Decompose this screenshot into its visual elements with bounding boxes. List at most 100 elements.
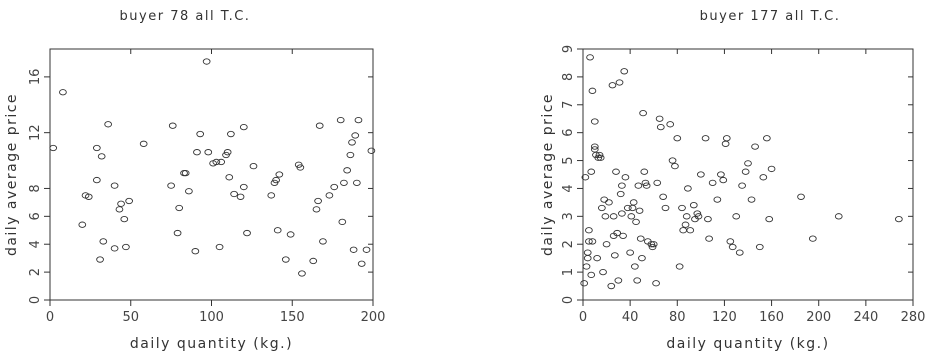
y-tick-label: 2 bbox=[28, 268, 43, 276]
data-point bbox=[587, 271, 596, 279]
data-point bbox=[639, 109, 647, 117]
data-point bbox=[185, 188, 193, 195]
right-scatter-chart: buyer 177 all T.C. 0 40 80 120 160 200 240 280 0 1… bbox=[540, 9, 925, 352]
y-tick-label: 6 bbox=[28, 212, 43, 220]
data-point bbox=[59, 89, 67, 96]
data-point bbox=[732, 213, 741, 220]
data-point bbox=[296, 164, 305, 171]
data-point bbox=[666, 121, 675, 128]
x-tick-label: 40 bbox=[622, 310, 639, 325]
data-point bbox=[668, 157, 677, 164]
y-axis-label: daily average price bbox=[540, 93, 556, 256]
data-point bbox=[223, 149, 232, 156]
data-point bbox=[96, 256, 104, 263]
data-point bbox=[632, 218, 640, 226]
data-point bbox=[319, 238, 327, 245]
x-tick-label: 0 bbox=[46, 310, 54, 325]
y-tick-label: 1 bbox=[561, 268, 576, 276]
data-point bbox=[808, 235, 817, 242]
data-point bbox=[581, 174, 590, 181]
data-point bbox=[275, 171, 284, 178]
data-point bbox=[728, 243, 737, 251]
data-point bbox=[631, 263, 639, 270]
y-tick-label: 4 bbox=[28, 240, 43, 248]
data-point bbox=[590, 118, 599, 125]
data-point bbox=[684, 185, 692, 192]
data-point bbox=[652, 280, 660, 287]
data-point bbox=[227, 130, 235, 138]
data-point bbox=[708, 179, 717, 187]
data-point bbox=[705, 235, 713, 242]
data-point bbox=[671, 162, 679, 170]
data-point bbox=[689, 202, 698, 209]
y-tick-label: 8 bbox=[561, 73, 576, 81]
data-point bbox=[281, 256, 290, 263]
data-point bbox=[634, 182, 643, 189]
y-tick-label: 5 bbox=[561, 156, 576, 164]
data-point bbox=[679, 227, 688, 234]
data-point bbox=[84, 193, 93, 200]
data-point bbox=[633, 277, 642, 284]
data-point bbox=[585, 238, 593, 245]
data-point bbox=[607, 282, 616, 290]
data-point bbox=[598, 204, 606, 212]
data-point bbox=[181, 169, 190, 177]
data-point bbox=[272, 176, 280, 184]
x-tick-label: 200 bbox=[361, 310, 386, 325]
y-tick-label: 4 bbox=[561, 184, 576, 192]
data-point bbox=[713, 196, 722, 203]
data-point bbox=[325, 192, 334, 199]
data-point bbox=[616, 190, 625, 198]
x-axis-label: daily quantity (kg.) bbox=[130, 336, 293, 352]
data-point bbox=[719, 176, 728, 184]
data-point bbox=[599, 268, 607, 276]
data-point bbox=[239, 123, 248, 131]
data-point bbox=[704, 215, 712, 223]
data-point bbox=[648, 243, 657, 251]
data-point bbox=[267, 192, 276, 199]
data-point bbox=[49, 144, 58, 152]
data-point bbox=[351, 132, 360, 139]
data-point bbox=[763, 135, 771, 142]
data-point bbox=[312, 206, 321, 213]
data-point bbox=[600, 196, 609, 203]
data-point bbox=[697, 171, 705, 178]
data-point bbox=[765, 215, 774, 223]
data-point bbox=[99, 238, 108, 245]
data-point bbox=[595, 151, 604, 159]
data-point bbox=[204, 149, 213, 156]
data-point bbox=[273, 227, 282, 234]
y-tick-label: 8 bbox=[28, 184, 43, 192]
data-point bbox=[693, 210, 702, 217]
data-point bbox=[623, 204, 632, 212]
data-point bbox=[609, 213, 618, 220]
x-tick-label: 0 bbox=[579, 310, 587, 325]
data-point bbox=[330, 183, 339, 191]
data-point bbox=[338, 218, 347, 226]
data-point bbox=[180, 169, 188, 177]
data-point bbox=[601, 213, 610, 220]
data-point bbox=[353, 179, 361, 187]
data-point bbox=[621, 174, 630, 181]
y-tick-label: 0 bbox=[28, 296, 43, 304]
data-point bbox=[346, 151, 355, 159]
data-point bbox=[721, 140, 730, 147]
data-point bbox=[217, 158, 226, 166]
data-point bbox=[122, 243, 130, 251]
y-tick-label: 3 bbox=[561, 212, 576, 220]
data-point bbox=[618, 210, 626, 217]
data-point bbox=[722, 135, 731, 142]
data-point bbox=[225, 174, 234, 181]
data-point bbox=[110, 245, 119, 252]
data-point bbox=[349, 246, 358, 253]
data-point bbox=[348, 139, 356, 146]
data-point bbox=[755, 243, 764, 251]
data-point bbox=[661, 204, 670, 212]
x-tick-label: 120 bbox=[712, 310, 737, 325]
data-point bbox=[682, 213, 691, 220]
data-point bbox=[738, 182, 746, 189]
data-point bbox=[236, 193, 245, 200]
x-tick-label: 200 bbox=[806, 310, 831, 325]
data-point bbox=[586, 54, 594, 61]
